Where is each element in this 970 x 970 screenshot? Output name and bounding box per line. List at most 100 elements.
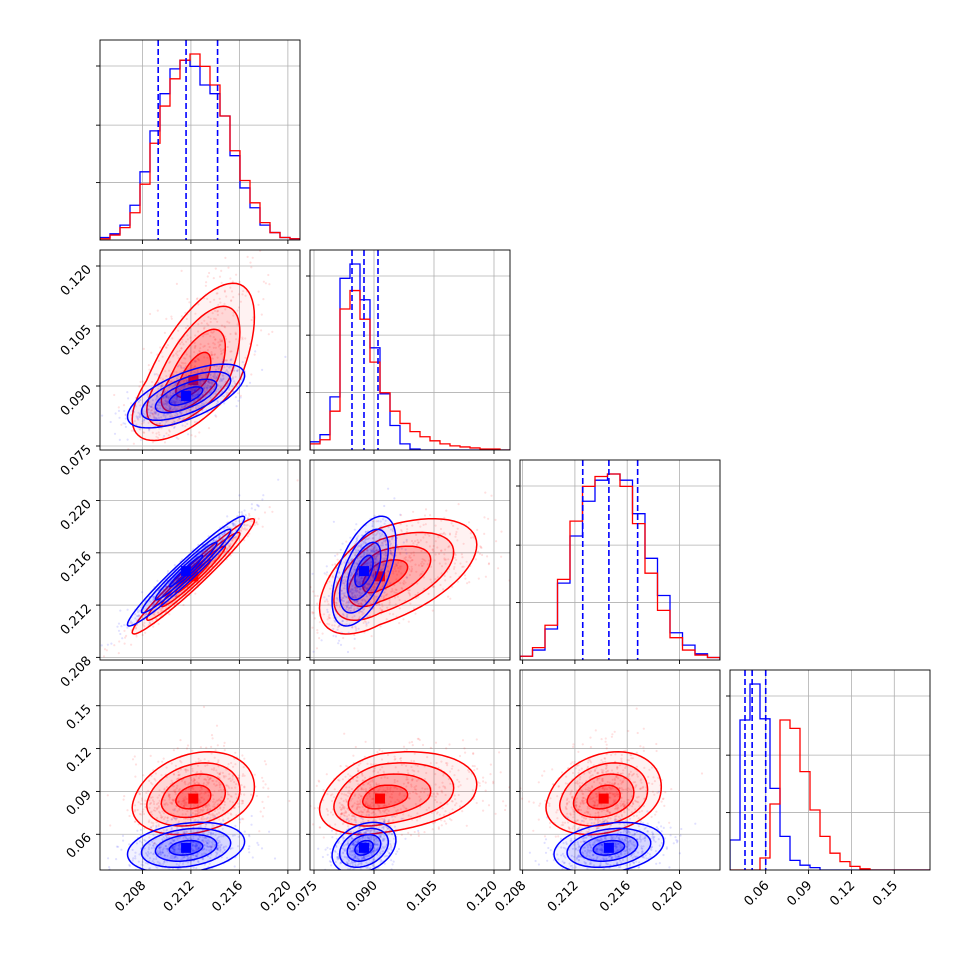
panel-2-0: 0.208 0.212 0.216 0.220 [58,459,301,691]
x-tick-label: 0.220 [649,878,686,915]
contour-level-2 [160,328,227,413]
panel-frame [99,459,301,661]
plot-area [310,487,510,654]
panel-frame [519,669,721,871]
x-tick-label: 0.15 [870,878,901,909]
plot-area [106,705,291,870]
contours-series-1 [545,751,663,836]
density-peak-series-0 [603,842,614,853]
x-tick-label: 0.216 [209,878,246,915]
panel-3-3: 0.06 0.09 0.12 0.15 [726,669,931,909]
scatter-series-0 [101,350,287,441]
plot-area [520,460,720,660]
x-tick-label: 0.208 [493,878,530,915]
y-tick-label: 0.09 [64,788,95,819]
grid [310,250,510,450]
panel-2-2 [516,459,721,664]
scatter-series-1 [520,707,704,850]
contour-level-2 [347,773,432,819]
panel-frame [309,669,511,871]
panel-2-1 [306,459,511,664]
y-tick-label: 0.12 [64,745,95,776]
plot-area [520,707,704,870]
plot-area [101,250,287,450]
density-peak-series-1 [375,571,385,582]
density-peak-series-0 [359,566,369,577]
x-tick-label: 0.105 [404,878,441,915]
plot-area [100,40,300,240]
x-tick-label: 0.208 [112,878,149,915]
x-tick-label: 0.090 [344,878,381,915]
scatter-series-1 [113,250,274,450]
y-tick-label: 0.120 [58,262,95,299]
y-tick-label: 0.15 [64,702,95,733]
density-peak-series-1 [375,793,385,804]
y-tick-label: 0.06 [64,831,95,862]
histogram-series-1 [310,289,510,450]
panel-frame [99,669,301,871]
density-peak-series-0 [359,842,369,853]
histogram-series-1 [100,53,300,240]
grid [100,40,300,240]
y-tick-label: 0.208 [58,654,95,691]
y-tick-label: 0.220 [58,497,95,534]
panel-frame [729,669,931,871]
density-peak-series-0 [181,566,192,577]
grid [520,460,720,660]
y-tick-label: 0.075 [58,442,95,479]
plot-area [730,670,930,870]
x-tick-label: 0.212 [161,878,198,915]
contours-series-0 [126,363,246,429]
contours-series-0 [331,515,397,627]
contour-level-0 [131,282,256,442]
density-peak-series-0 [181,842,192,853]
density-peak-series-1 [188,793,199,804]
y-tick-label: 0.216 [58,549,95,586]
density-peak-series-1 [188,375,199,385]
contours-series-0 [126,515,246,627]
histogram-series-1 [730,719,930,870]
x-tick-label: 0.12 [827,878,858,909]
panel-0-0 [96,39,301,244]
grid [310,460,510,660]
panel-frame [99,39,301,241]
x-tick-label: 0.09 [784,878,815,909]
x-tick-label: 0.120 [464,878,501,915]
histogram-series-0 [730,683,930,870]
contours-series-0 [553,821,665,870]
contours-series-0 [126,821,246,870]
panel-1-1 [306,249,511,454]
contour-level-0 [318,517,478,635]
contour-level-1 [333,531,455,621]
grid [310,670,510,870]
plot-area [310,732,510,870]
y-tick-label: 0.105 [58,322,95,359]
density-peak-series-1 [188,571,199,582]
contours-series-1 [131,282,256,442]
contour-level-3 [361,784,409,810]
contour-level-1 [146,305,241,427]
panel-1-0: 0.075 0.090 0.105 0.120 [58,249,301,479]
y-tick-label: 0.212 [58,601,95,638]
histogram-series-1 [520,473,720,660]
x-tick-label: 0.06 [741,878,772,909]
panel-frame [309,249,511,451]
contour-level-1 [333,762,455,827]
density-peak-series-0 [181,391,192,401]
x-tick-label: 0.212 [545,878,582,915]
panel-frame [99,249,301,451]
panel-3-1: 0.075 0.090 0.105 0.120 [284,669,511,915]
contours-series-0 [331,821,397,870]
density-peak-series-1 [598,793,609,804]
panel-3-2: 0.208 0.212 0.216 0.220 [493,669,721,915]
panel-frame [519,459,721,661]
histogram-series-0 [520,473,720,660]
plot-area [310,250,510,450]
y-tick-label: 0.090 [58,382,95,419]
contours-series-1 [131,751,256,836]
contours-series-1 [318,751,478,836]
plot-area [100,478,299,658]
x-tick-label: 0.216 [597,878,634,915]
grid [100,250,300,450]
